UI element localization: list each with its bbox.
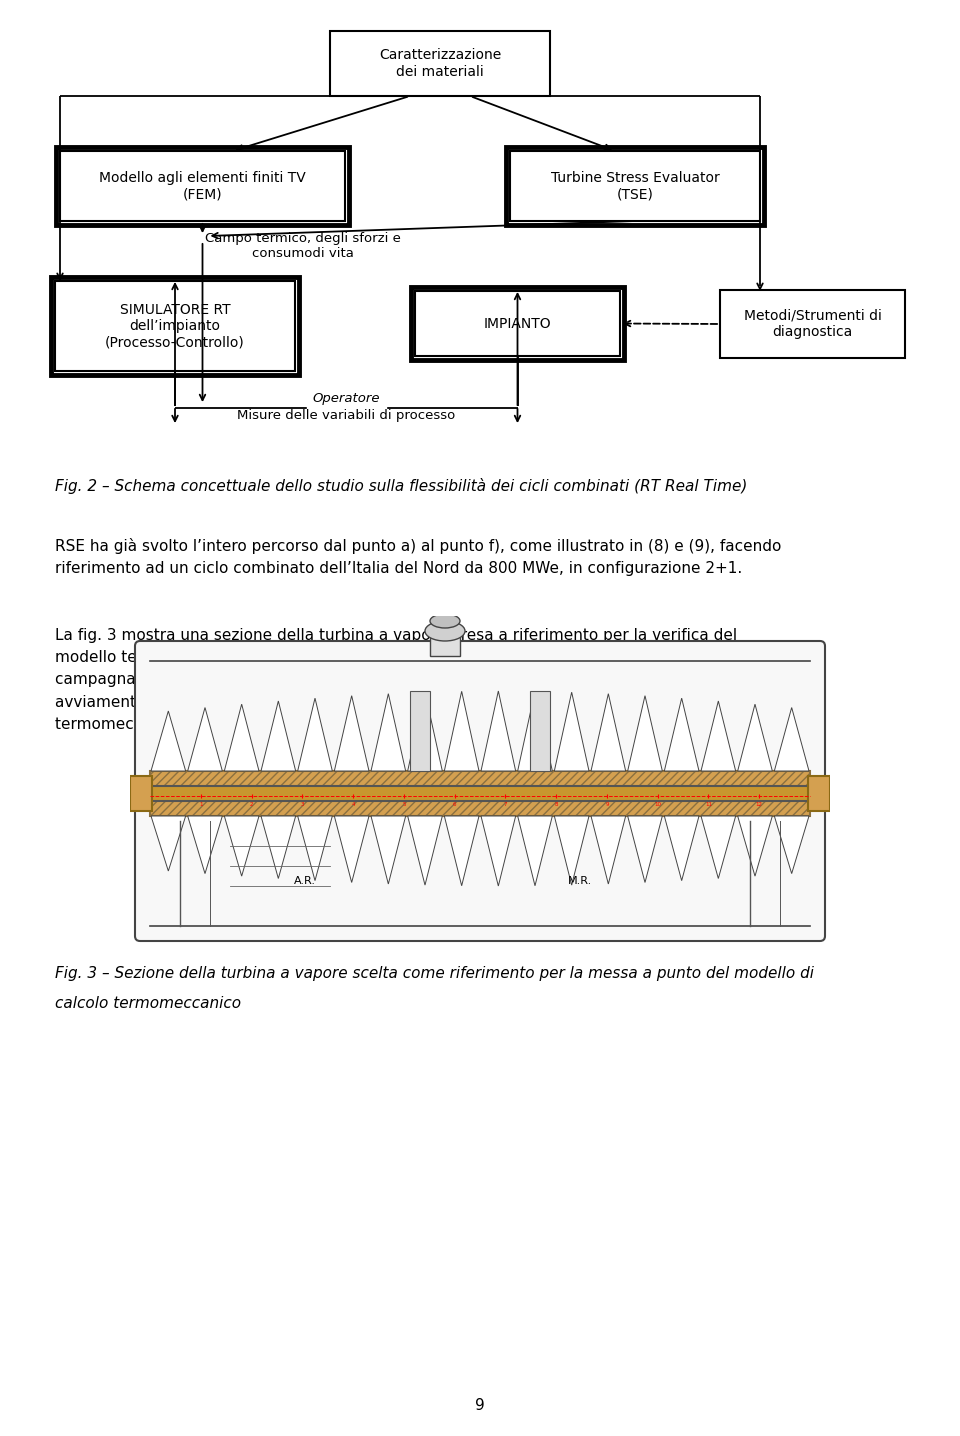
Ellipse shape [425, 620, 465, 640]
Text: La fig. 3 mostra una sezione della turbina a vapore presa a riferimento per la v: La fig. 3 mostra una sezione della turbi… [55, 628, 787, 732]
Text: SIMULATORE RT
dell’impianto
(Processo-Controllo): SIMULATORE RT dell’impianto (Processo-Co… [106, 303, 245, 349]
Polygon shape [701, 816, 735, 879]
Polygon shape [664, 698, 699, 771]
Polygon shape [261, 701, 296, 771]
Polygon shape [444, 816, 479, 886]
Text: 5: 5 [402, 801, 405, 807]
Polygon shape [334, 816, 369, 883]
Text: 3: 3 [300, 801, 304, 807]
Bar [130, 775, 152, 811]
Bar [415, 292, 620, 356]
FancyBboxPatch shape [135, 640, 825, 941]
Bar [410, 691, 430, 771]
Text: 7: 7 [504, 801, 507, 807]
Text: 11: 11 [705, 801, 712, 807]
Polygon shape [371, 694, 406, 771]
Polygon shape [334, 695, 369, 771]
Bar [720, 290, 905, 358]
Bar [808, 775, 830, 811]
Polygon shape [775, 816, 809, 873]
Polygon shape [591, 816, 626, 885]
Polygon shape [408, 692, 443, 771]
Text: Fig. 3 – Sezione della turbina a vapore scelta come riferimento per la messa a p: Fig. 3 – Sezione della turbina a vapore … [55, 966, 814, 981]
Polygon shape [591, 694, 626, 771]
Bar [430, 636, 460, 656]
Polygon shape [298, 698, 332, 771]
Text: Fig. 2 – Schema concettuale dello studio sulla flessibilità dei cicli combinati : Fig. 2 – Schema concettuale dello studio… [55, 478, 748, 494]
Bar [411, 287, 624, 360]
Bar [530, 691, 550, 771]
Polygon shape [187, 708, 223, 771]
Polygon shape [187, 816, 223, 873]
Polygon shape [481, 816, 516, 886]
Polygon shape [775, 708, 809, 771]
Polygon shape [701, 701, 735, 771]
Polygon shape [151, 711, 185, 771]
Polygon shape [517, 816, 552, 886]
Polygon shape [554, 692, 589, 771]
Text: 6: 6 [453, 801, 456, 807]
Bar [130, 785, 830, 801]
Polygon shape [298, 816, 332, 880]
Text: A.R.: A.R. [294, 876, 316, 886]
Text: RSE ha già svolto l’intero percorso dal punto a) al punto f), come illustrato in: RSE ha già svolto l’intero percorso dal … [55, 538, 781, 576]
Text: 9: 9 [605, 801, 609, 807]
Polygon shape [737, 704, 773, 771]
Polygon shape [664, 816, 699, 880]
Ellipse shape [430, 615, 460, 628]
Text: 2: 2 [250, 801, 253, 807]
Bar [56, 146, 349, 225]
Text: 12: 12 [756, 801, 763, 807]
Bar [51, 277, 299, 375]
Text: Modello agli elementi finiti TV
(FEM): Modello agli elementi finiti TV (FEM) [99, 171, 306, 201]
Polygon shape [225, 704, 259, 771]
Text: calcolo termomeccanico: calcolo termomeccanico [55, 997, 241, 1011]
Bar [506, 146, 764, 225]
Bar [60, 151, 345, 221]
Bar [330, 32, 550, 96]
Polygon shape [554, 816, 589, 885]
Polygon shape [481, 691, 516, 771]
Text: Misure delle variabili di processo: Misure delle variabili di processo [237, 409, 455, 422]
Text: Operatore: Operatore [313, 392, 380, 405]
Polygon shape [444, 691, 479, 771]
Text: 1: 1 [199, 801, 203, 807]
Text: 4: 4 [351, 801, 355, 807]
Text: 8: 8 [555, 801, 558, 807]
Polygon shape [151, 816, 185, 872]
Text: Caratterizzazione
dei materiali: Caratterizzazione dei materiali [379, 49, 501, 79]
Text: Turbine Stress Evaluator
(TSE): Turbine Stress Evaluator (TSE) [551, 171, 719, 201]
Text: IMPIANTO: IMPIANTO [484, 316, 551, 330]
Polygon shape [737, 816, 773, 876]
Text: M.R.: M.R. [568, 876, 592, 886]
Polygon shape [628, 695, 662, 771]
Polygon shape [371, 816, 406, 885]
Text: 10: 10 [654, 801, 661, 807]
Text: Campo termico, degli sforzi e
consumodi vita: Campo termico, degli sforzi e consumodi … [204, 233, 400, 260]
Polygon shape [225, 816, 259, 876]
Polygon shape [261, 816, 296, 879]
Polygon shape [628, 816, 662, 883]
Polygon shape [517, 691, 552, 771]
Polygon shape [408, 816, 443, 885]
Bar [55, 281, 295, 370]
Bar [510, 151, 760, 221]
Text: 9: 9 [475, 1399, 485, 1413]
Bar [150, 771, 810, 816]
Text: Metodi/Strumenti di
diagnostica: Metodi/Strumenti di diagnostica [744, 309, 881, 339]
